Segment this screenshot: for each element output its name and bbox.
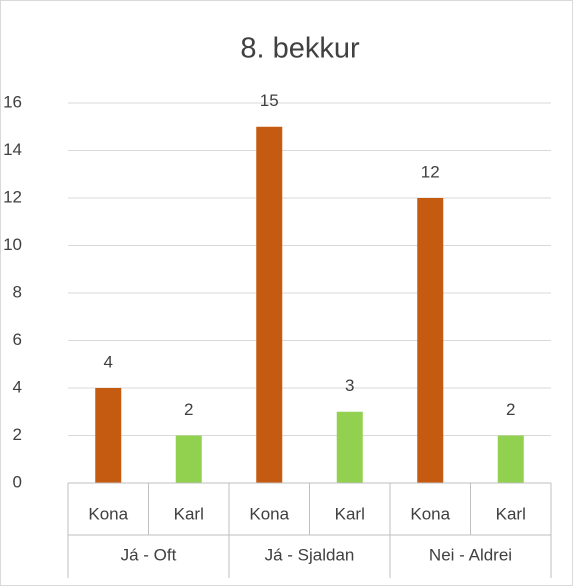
bar	[95, 388, 122, 483]
y-tick-label: 10	[3, 235, 22, 254]
x-tick-label: Karl	[496, 504, 526, 523]
bar	[336, 411, 363, 483]
group-label: Já - Sjaldan	[265, 545, 355, 564]
bar	[256, 126, 283, 483]
y-tick-label: 14	[3, 140, 22, 159]
x-tick-label: Karl	[335, 504, 365, 523]
x-tick-label: Kona	[410, 504, 450, 523]
data-label: 2	[184, 400, 193, 419]
group-label: Já - Oft	[121, 545, 177, 564]
bar	[497, 435, 524, 483]
chart-title: 8. bekkur	[240, 33, 360, 65]
data-label: 15	[260, 91, 279, 110]
y-tick-label: 0	[13, 472, 22, 491]
x-tick-label: Karl	[174, 504, 204, 523]
y-tick-label: 4	[13, 377, 22, 396]
data-label: 2	[506, 400, 515, 419]
bar	[175, 435, 202, 483]
data-label: 12	[421, 162, 440, 181]
y-tick-label: 2	[13, 425, 22, 444]
data-label: 4	[104, 352, 113, 371]
data-label: 3	[345, 376, 354, 395]
y-tick-label: 12	[3, 187, 22, 206]
x-tick-label: Kona	[249, 504, 289, 523]
y-tick-label: 6	[13, 330, 22, 349]
y-tick-label: 8	[13, 282, 22, 301]
group-label: Nei - Aldrei	[429, 545, 512, 564]
y-tick-label: 16	[3, 92, 22, 111]
bar	[417, 198, 444, 483]
x-tick-label: Kona	[88, 504, 128, 523]
